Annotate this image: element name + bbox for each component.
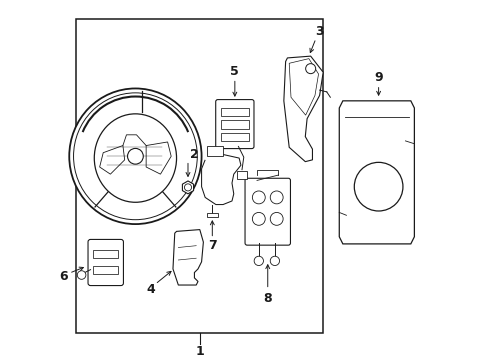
Circle shape — [270, 191, 283, 204]
Polygon shape — [100, 145, 124, 174]
Ellipse shape — [69, 89, 201, 224]
Circle shape — [354, 162, 402, 211]
Polygon shape — [288, 59, 318, 115]
FancyBboxPatch shape — [215, 100, 253, 149]
Text: 5: 5 — [230, 65, 239, 78]
Circle shape — [254, 256, 263, 266]
Polygon shape — [182, 181, 193, 194]
Circle shape — [305, 64, 315, 74]
Circle shape — [252, 212, 264, 225]
Polygon shape — [173, 230, 203, 285]
FancyBboxPatch shape — [244, 178, 290, 245]
Circle shape — [184, 184, 191, 191]
Text: 4: 4 — [146, 283, 155, 296]
Text: 1: 1 — [195, 345, 204, 358]
Text: 8: 8 — [263, 292, 271, 305]
Ellipse shape — [94, 114, 176, 202]
Circle shape — [270, 212, 283, 225]
Circle shape — [270, 256, 279, 266]
Text: 7: 7 — [207, 239, 216, 252]
Bar — [220, 108, 248, 116]
Text: 3: 3 — [315, 25, 323, 38]
Text: 9: 9 — [373, 71, 382, 84]
Bar — [220, 120, 248, 129]
Polygon shape — [339, 101, 413, 244]
Bar — [93, 250, 118, 258]
Bar — [206, 213, 217, 217]
Bar — [93, 266, 118, 274]
Circle shape — [77, 271, 86, 279]
Circle shape — [127, 148, 143, 164]
Text: 6: 6 — [59, 270, 68, 283]
Text: 2: 2 — [190, 148, 199, 161]
Bar — [76, 19, 323, 333]
Bar — [220, 133, 248, 141]
Polygon shape — [146, 142, 171, 174]
Bar — [206, 145, 223, 156]
Polygon shape — [283, 56, 323, 162]
Bar — [236, 171, 247, 179]
Circle shape — [252, 191, 264, 204]
FancyBboxPatch shape — [88, 239, 123, 285]
